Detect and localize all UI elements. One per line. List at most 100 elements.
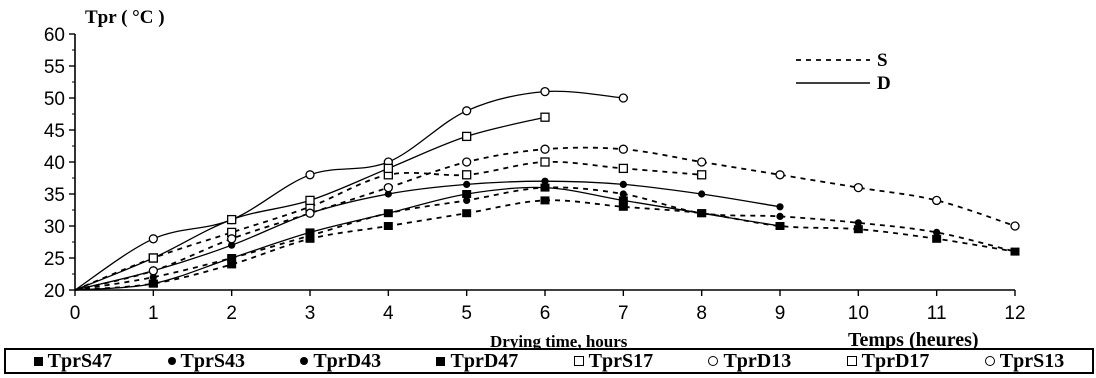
open-square-marker-icon	[846, 356, 857, 366]
data-point-tprd13	[618, 93, 628, 103]
data-point-tprd47	[148, 279, 158, 288]
y-tick-label: 45	[44, 121, 65, 142]
data-point-tprs47	[383, 222, 393, 230]
series-line-tprs17	[74, 160, 702, 291]
data-point-tprs13	[1010, 221, 1020, 231]
data-point-tprs17	[462, 170, 472, 180]
legend-label: TprD43	[313, 349, 382, 372]
data-point-tprd47	[775, 222, 785, 230]
open-circle-marker-icon	[984, 356, 995, 366]
x-tick-label: 9	[775, 303, 786, 324]
data-point-tprd43	[776, 203, 784, 211]
legend-label: TprD17	[861, 349, 930, 372]
legend-label: TprS13	[999, 349, 1065, 372]
data-point-tprd17	[305, 195, 315, 206]
x-tick-label: 7	[618, 303, 629, 324]
legend-item-tprd43: TprD43	[300, 350, 381, 373]
y-tick-label: 55	[44, 57, 65, 78]
data-point-tprs13	[227, 234, 237, 244]
series-line-tprd13	[74, 90, 624, 291]
legend-item-tprd47: TprD47	[436, 350, 518, 373]
data-point-tprs13	[305, 208, 315, 218]
legend-item-tprs17: TprS17	[573, 349, 654, 373]
data-point-tprs43	[149, 273, 157, 281]
data-point-tprs43	[854, 219, 862, 227]
series-line-tprd43	[74, 180, 781, 291]
series-tprs13	[74, 144, 1020, 291]
plot-area	[74, 86, 1020, 291]
data-point-tprd13	[540, 86, 550, 97]
legend-label: TprD13	[723, 349, 792, 372]
data-point-tprd17	[462, 131, 472, 142]
data-point-tprs43	[933, 228, 941, 236]
x-tick-label: 10	[848, 303, 869, 324]
data-point-tprs17	[618, 163, 628, 174]
data-point-tprs13	[853, 182, 863, 193]
series-tprd47	[74, 183, 785, 291]
data-point-tprs13	[383, 182, 393, 193]
data-point-tprd17	[227, 214, 237, 225]
x-axis-label: Drying time, hours	[490, 332, 628, 348]
series-tprd13	[74, 86, 628, 291]
data-point-tprd43	[698, 190, 706, 198]
open-circle-marker-icon	[708, 356, 719, 366]
data-point-tprd47	[697, 209, 707, 218]
data-point-tprd17	[383, 163, 393, 174]
series-line-tprd47	[74, 186, 781, 291]
y-tick-label: 50	[44, 89, 65, 110]
x-tick-label: 2	[226, 303, 237, 324]
x-tick-label: 1	[148, 303, 159, 324]
data-point-tprd17	[540, 112, 550, 122]
x-tick-label: 4	[383, 303, 394, 324]
x-tick-label: 3	[305, 303, 316, 324]
data-point-tprd47	[227, 254, 237, 262]
filled-square-marker-icon	[436, 356, 446, 366]
legend-label: TprS47	[47, 349, 113, 372]
data-point-tprd13	[305, 170, 315, 180]
data-point-tprd47	[305, 228, 315, 237]
data-point-tprd47	[383, 209, 393, 218]
y-tick-label: 40	[44, 153, 65, 174]
data-point-tprd43	[463, 180, 471, 188]
filled-circle-marker-icon	[167, 357, 176, 365]
legend: TprS47 TprS43 TprD43 TprD47 TprS17 TprD1…	[4, 348, 1094, 374]
legend-label: TprD47	[450, 349, 519, 372]
data-point-tprs43	[1011, 248, 1019, 256]
data-point-tprd43	[619, 180, 627, 188]
y-tick-label: 20	[44, 281, 65, 302]
line-key-s-label: S	[877, 50, 888, 71]
legend-item-tprs47: TprS47	[33, 349, 113, 373]
legend-item-tprd13: TprD13	[708, 350, 791, 373]
data-point-tprs13	[775, 170, 785, 180]
legend-item-tprd17: TprD17	[846, 349, 930, 373]
x-tick-label: 5	[461, 303, 472, 324]
data-point-tprs13	[148, 266, 158, 276]
data-point-tprd17	[148, 253, 158, 263]
legend-item-tprs43: TprS43	[167, 350, 245, 373]
filled-square-marker-icon	[33, 356, 43, 366]
data-point-tprs43	[776, 212, 784, 220]
line-style-key: S D	[796, 50, 891, 94]
data-point-tprs17	[540, 157, 550, 167]
series-tprs17	[74, 157, 707, 291]
x-axis-label-french: Temps (heures)	[848, 329, 979, 348]
data-point-tprs17	[697, 170, 707, 180]
data-point-tprd47	[618, 196, 628, 205]
open-square-marker-icon	[573, 356, 584, 366]
legend-item-tprs13: TprS13	[984, 349, 1065, 373]
data-point-tprs13	[618, 144, 628, 154]
data-point-tprd43	[541, 177, 549, 185]
y-tick-label: 60	[44, 25, 65, 46]
data-point-tprs13	[462, 157, 472, 167]
data-point-tprd13	[462, 106, 472, 116]
data-point-tprs47	[853, 225, 863, 234]
legend-label: TprS17	[588, 349, 654, 372]
y-tick-label: 35	[44, 185, 65, 206]
y-tick-label: 25	[44, 249, 65, 270]
data-point-tprs13	[540, 144, 550, 154]
x-tick-label: 6	[540, 303, 551, 324]
data-point-tprd43	[228, 241, 236, 249]
data-point-tprs13	[932, 195, 942, 206]
x-tick-label: 11	[927, 303, 947, 324]
